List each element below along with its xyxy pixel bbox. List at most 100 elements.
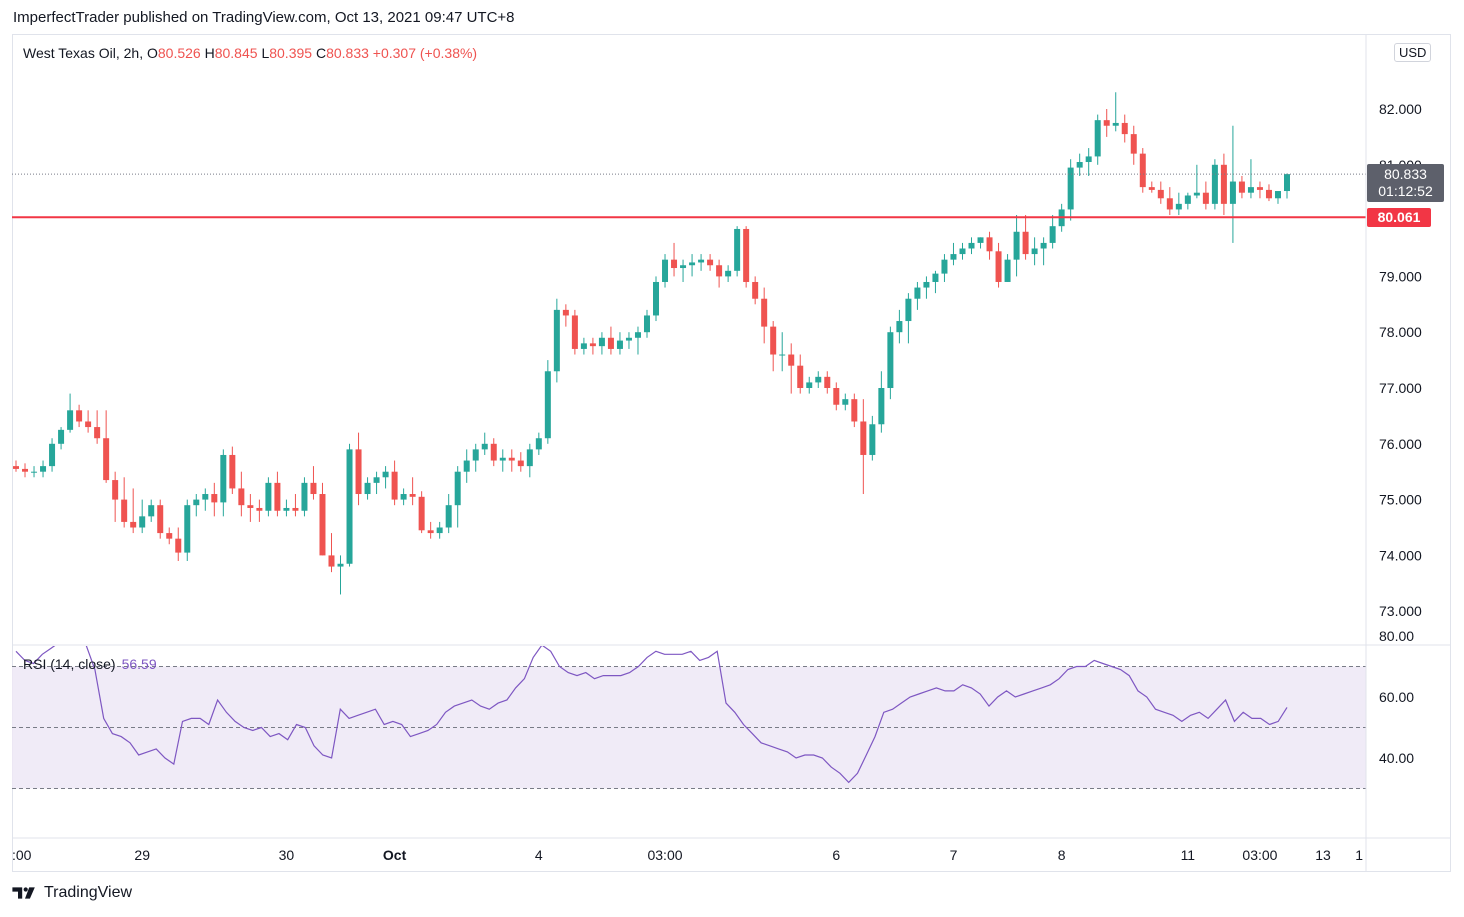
time-tick-label: 29 xyxy=(134,847,150,863)
last-price-label: 80.833 01:12:52 xyxy=(1367,164,1444,202)
candle-body xyxy=(274,482,281,511)
legend-high-label: H xyxy=(204,45,215,61)
candle-body xyxy=(734,228,741,271)
candle-body xyxy=(220,454,227,503)
candle-body xyxy=(373,477,380,483)
price-tick-label: 78.000 xyxy=(1379,324,1422,340)
candle-body xyxy=(58,429,65,444)
candle-body xyxy=(247,505,254,508)
time-tick-label: 03:00 xyxy=(1242,847,1277,863)
candle-body xyxy=(346,449,353,564)
candle-body xyxy=(1247,187,1254,193)
candle-body xyxy=(454,471,461,506)
candle-body xyxy=(1076,162,1083,168)
candle-body xyxy=(1193,192,1200,196)
currency-badge[interactable]: USD xyxy=(1394,43,1432,62)
rsi-line xyxy=(15,646,1288,784)
candle-body xyxy=(202,494,209,500)
candle-body xyxy=(1256,187,1263,190)
candle-body xyxy=(1103,120,1110,126)
rsi-tick-label: 80.00 xyxy=(1379,628,1414,644)
candle-body xyxy=(860,421,867,455)
candle-body xyxy=(743,228,750,282)
candle-body xyxy=(508,457,515,461)
candle-body xyxy=(1202,192,1209,204)
candle-body xyxy=(319,494,326,556)
candle-body xyxy=(1085,156,1092,163)
candle-body xyxy=(1211,164,1218,204)
level-price-label: 80.061 xyxy=(1367,208,1431,227)
candle-body xyxy=(589,343,596,347)
price-axis[interactable]: 82.00081.00079.00078.00077.00076.00075.0… xyxy=(1379,101,1422,619)
candle-body xyxy=(463,460,470,472)
time-tick-label: 8 xyxy=(1058,847,1066,863)
candle-body xyxy=(1184,195,1191,204)
candle-body xyxy=(1148,187,1155,190)
candle-body xyxy=(1284,174,1290,192)
candle-body xyxy=(580,343,587,349)
candle-body xyxy=(256,507,263,511)
rsi-tick-label: 40.00 xyxy=(1379,750,1414,766)
candle-body xyxy=(337,563,344,567)
candle-body xyxy=(1094,120,1101,157)
candle-body xyxy=(671,259,678,269)
time-tick-label: 6 xyxy=(832,847,840,863)
candle-body xyxy=(292,507,299,511)
candle-body xyxy=(382,471,389,478)
candle-body xyxy=(770,326,777,355)
candle-body xyxy=(616,340,623,349)
candles-group xyxy=(13,92,1290,595)
candle-body xyxy=(914,287,921,299)
candle-body xyxy=(1274,191,1281,199)
candle-body xyxy=(562,309,569,316)
candle-body xyxy=(76,410,83,422)
candle-body xyxy=(932,273,939,282)
candle-body xyxy=(472,449,479,461)
time-tick-label: 11 xyxy=(1181,847,1196,863)
candle-body xyxy=(238,488,245,506)
candle-body xyxy=(662,259,669,282)
candle-body xyxy=(499,457,506,461)
candle-body xyxy=(598,337,605,347)
candle-body xyxy=(968,242,975,249)
candle-body xyxy=(1229,181,1236,204)
candle-body xyxy=(130,521,137,528)
candle-body xyxy=(517,460,524,467)
candle-body xyxy=(418,496,425,531)
price-tick-label: 79.000 xyxy=(1379,268,1422,284)
rsi-axis: 80.00 60.00 40.00 xyxy=(1379,628,1414,766)
candle-body xyxy=(112,480,119,500)
chart-canvas[interactable]: 82.00081.00079.00078.00077.00076.00075.0… xyxy=(12,34,1451,872)
candle-body xyxy=(211,494,218,503)
candle-body xyxy=(1238,181,1245,193)
candle-body xyxy=(1004,259,1011,282)
candle-body xyxy=(1139,153,1146,188)
candle-body xyxy=(436,527,443,534)
time-tick-label: :00 xyxy=(12,847,32,863)
rsi-legend-label: RSI (14, close) xyxy=(23,656,116,672)
footer-brand[interactable]: TradingView xyxy=(12,884,132,902)
candle-body xyxy=(1049,226,1056,243)
candle-body xyxy=(103,438,110,481)
candle-body xyxy=(166,533,173,539)
candle-body xyxy=(815,376,822,383)
candle-body xyxy=(643,315,650,333)
candle-body xyxy=(896,321,903,333)
candle-body xyxy=(490,443,497,461)
candle-body xyxy=(445,505,452,528)
tradingview-logo-icon xyxy=(12,887,35,899)
candle-body xyxy=(716,265,723,277)
candle-body xyxy=(139,516,146,528)
candle-body xyxy=(85,421,92,428)
candle-body xyxy=(265,482,272,511)
legend-open-value: 80.526 xyxy=(157,45,201,61)
candle-body xyxy=(49,443,56,467)
last-price-value: 80.833 xyxy=(1384,166,1427,182)
candle-body xyxy=(824,376,831,388)
candle-body xyxy=(22,468,29,472)
candle-body xyxy=(328,555,335,567)
time-axis[interactable]: :00 29 30 Oct 4 03:00 6 7 8 11 03:00 13 1 xyxy=(12,847,1363,863)
time-tick-label: 03:00 xyxy=(647,847,682,863)
candle-body xyxy=(1121,122,1128,135)
candle-body xyxy=(625,337,632,341)
